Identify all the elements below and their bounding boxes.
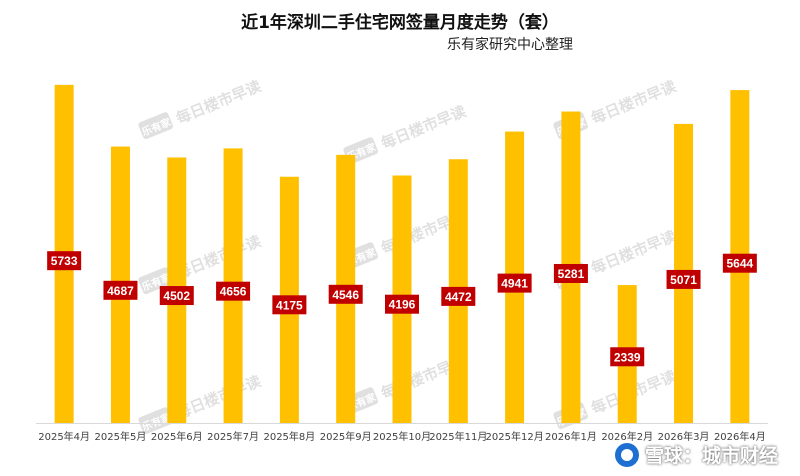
watermark-text: 每日楼市早读 — [378, 102, 468, 152]
x-tick-label: 2025年11月 — [429, 430, 487, 443]
data-label-box — [553, 263, 588, 283]
x-tick-label: 2025年12月 — [486, 430, 544, 443]
data-label-box — [216, 281, 251, 301]
data-label: 4196 — [389, 298, 416, 312]
x-tick-label: 2025年5月 — [95, 430, 147, 443]
data-label: 5281 — [558, 267, 585, 281]
x-tick-label: 2025年7月 — [207, 430, 259, 443]
data-label-box — [497, 273, 532, 293]
chart-subtitle: 乐有家研究中心整理 — [447, 37, 573, 53]
data-label-box — [328, 284, 363, 304]
data-label: 4546 — [332, 288, 359, 302]
x-tick-label: 2026年2月 — [601, 430, 653, 443]
data-label: 5644 — [726, 257, 753, 271]
data-label: 4175 — [276, 298, 303, 312]
data-label-box — [47, 251, 82, 271]
data-label-box — [722, 253, 757, 273]
x-tick-label: 2026年1月 — [545, 430, 597, 443]
data-label: 4502 — [163, 289, 190, 303]
data-label: 4941 — [501, 277, 528, 291]
data-label: 4472 — [445, 290, 472, 304]
chart-title: 近1年深圳二手住宅网签量月度走势（套） — [241, 13, 559, 33]
data-label-box — [385, 294, 419, 314]
data-label-box — [159, 286, 194, 306]
data-label: 4687 — [107, 284, 134, 298]
watermark-logo-box — [138, 267, 174, 295]
xueqiu-watermark: 雪球：城市财经 — [614, 441, 778, 468]
x-tick-label: 2026年4月 — [714, 430, 766, 443]
watermark-text: 每日楼市早读 — [588, 77, 678, 127]
x-tick-label: 2025年4月 — [38, 430, 90, 443]
x-tick-label: 2025年8月 — [263, 430, 315, 443]
data-label-box — [103, 280, 138, 300]
data-label-box — [610, 347, 645, 367]
x-tick-label: 2025年9月 — [320, 430, 372, 443]
snowball-logo-icon — [614, 442, 639, 467]
data-label: 4656 — [220, 285, 247, 299]
watermark-text: 每日楼市早读 — [588, 227, 678, 277]
data-label-box — [441, 286, 476, 306]
watermark-text: 每日楼市早读 — [173, 77, 263, 127]
footer-brand: 雪球：城市财经 — [644, 445, 778, 467]
data-label: 5733 — [51, 254, 78, 268]
watermark-text: 每日楼市早读 — [173, 372, 263, 422]
x-tick-label: 2026年3月 — [658, 430, 710, 443]
watermark-logo-box — [138, 112, 174, 140]
data-label-box — [666, 269, 701, 289]
x-tick-label: 2025年10月 — [373, 430, 431, 443]
data-label: 5071 — [670, 273, 697, 287]
watermark-text: 每日楼市早读 — [173, 232, 263, 282]
data-label-box — [272, 295, 307, 315]
data-label: 2339 — [614, 350, 641, 364]
x-tick-label: 2025年6月 — [151, 430, 203, 443]
watermark-logo-box — [138, 407, 174, 435]
